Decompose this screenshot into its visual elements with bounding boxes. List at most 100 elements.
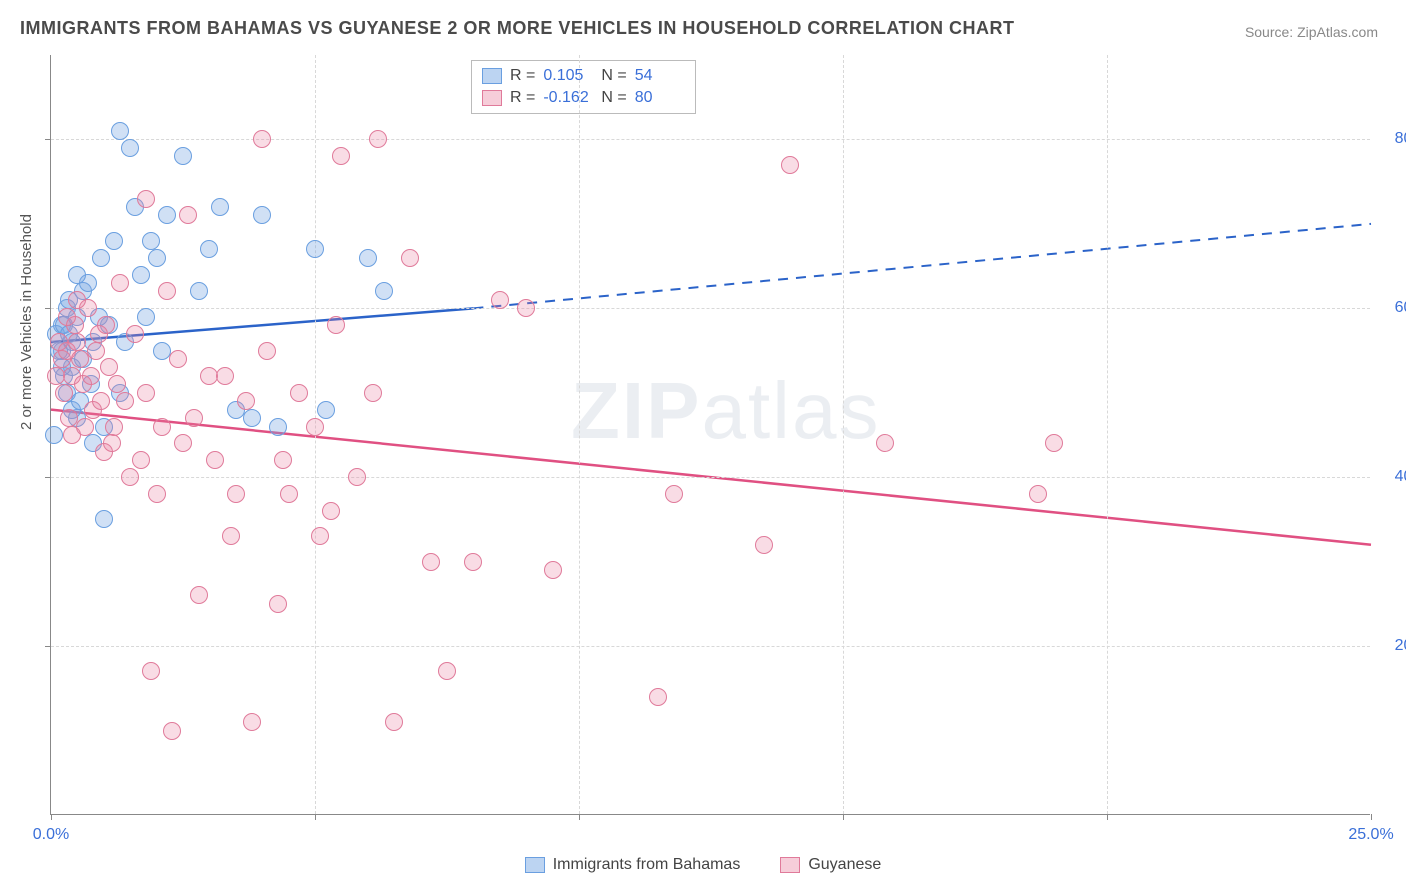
scatter-point (137, 308, 155, 326)
stats-box: R = 0.105 N = 54 R = -0.162 N = 80 (471, 60, 696, 114)
scatter-point (438, 662, 456, 680)
scatter-point (464, 553, 482, 571)
legend-item-1: Immigrants from Bahamas (525, 856, 741, 874)
scatter-point (137, 190, 155, 208)
scatter-point (222, 527, 240, 545)
gridline-h (51, 477, 1370, 478)
scatter-point (755, 536, 773, 554)
scatter-point (290, 384, 308, 402)
scatter-point (116, 392, 134, 410)
plot-area: ZIPatlas R = 0.105 N = 54 R = -0.162 N =… (50, 55, 1370, 815)
legend-swatch-2 (780, 857, 800, 873)
scatter-point (306, 418, 324, 436)
tick-v (1107, 814, 1108, 820)
tick-v (843, 814, 844, 820)
stats-row-2: R = -0.162 N = 80 (482, 87, 685, 109)
tick-v (51, 814, 52, 820)
gridline-h (51, 139, 1370, 140)
scatter-point (111, 274, 129, 292)
gridline-h (51, 308, 1370, 309)
scatter-point (105, 232, 123, 250)
scatter-point (375, 282, 393, 300)
y-tick-label: 20.0% (1380, 637, 1406, 655)
scatter-point (45, 426, 63, 444)
scatter-point (327, 316, 345, 334)
scatter-point (258, 342, 276, 360)
scatter-point (55, 384, 73, 402)
stats-n-label: N = (601, 67, 626, 85)
scatter-point (95, 510, 113, 528)
gridline-v (579, 55, 580, 814)
scatter-point (82, 367, 100, 385)
scatter-point (108, 375, 126, 393)
stats-r-label: R = (510, 67, 535, 85)
scatter-point (369, 130, 387, 148)
x-tick-label: 25.0% (1348, 826, 1393, 844)
legend-label-1: Immigrants from Bahamas (553, 856, 741, 874)
bottom-legend: Immigrants from Bahamas Guyanese (0, 856, 1406, 874)
source-label: Source: ZipAtlas.com (1245, 24, 1378, 40)
scatter-point (253, 130, 271, 148)
legend-label-2: Guyanese (808, 856, 881, 874)
scatter-point (132, 451, 150, 469)
scatter-point (227, 485, 245, 503)
scatter-point (111, 122, 129, 140)
scatter-point (311, 527, 329, 545)
stats-swatch-1 (482, 68, 502, 84)
scatter-point (274, 451, 292, 469)
scatter-point (781, 156, 799, 174)
tick-h (45, 646, 51, 647)
scatter-point (269, 595, 287, 613)
scatter-point (148, 485, 166, 503)
scatter-point (68, 291, 86, 309)
scatter-point (517, 299, 535, 317)
scatter-point (211, 198, 229, 216)
scatter-point (649, 688, 667, 706)
scatter-point (58, 308, 76, 326)
scatter-point (237, 392, 255, 410)
scatter-point (121, 468, 139, 486)
watermark-light: atlas (701, 366, 880, 455)
scatter-point (121, 139, 139, 157)
scatter-point (322, 502, 340, 520)
scatter-point (47, 367, 65, 385)
scatter-point (269, 418, 287, 436)
scatter-point (137, 384, 155, 402)
y-tick-label: 60.0% (1380, 299, 1406, 317)
stats-n-label: N = (601, 89, 626, 107)
tick-h (45, 308, 51, 309)
y-axis-title: 2 or more Vehicles in Household (18, 214, 35, 430)
trend-line-dashed (473, 224, 1371, 308)
scatter-point (1029, 485, 1047, 503)
scatter-point (422, 553, 440, 571)
y-tick-label: 80.0% (1380, 130, 1406, 148)
scatter-point (401, 249, 419, 267)
scatter-point (153, 418, 171, 436)
stats-n-value-2: 80 (635, 89, 685, 107)
scatter-point (132, 266, 150, 284)
scatter-point (142, 232, 160, 250)
tick-v (315, 814, 316, 820)
scatter-point (100, 358, 118, 376)
scatter-point (200, 240, 218, 258)
scatter-point (76, 418, 94, 436)
scatter-point (142, 662, 160, 680)
tick-h (45, 477, 51, 478)
y-tick-label: 40.0% (1380, 468, 1406, 486)
scatter-point (385, 713, 403, 731)
scatter-point (348, 468, 366, 486)
watermark: ZIPatlas (571, 365, 880, 457)
scatter-point (163, 722, 181, 740)
scatter-point (68, 266, 86, 284)
chart-title: IMMIGRANTS FROM BAHAMAS VS GUYANESE 2 OR… (20, 18, 1015, 39)
scatter-point (332, 147, 350, 165)
scatter-point (169, 350, 187, 368)
scatter-point (491, 291, 509, 309)
scatter-point (185, 409, 203, 427)
scatter-point (92, 249, 110, 267)
scatter-point (243, 409, 261, 427)
scatter-point (243, 713, 261, 731)
scatter-point (50, 333, 68, 351)
scatter-point (216, 367, 234, 385)
tick-v (579, 814, 580, 820)
